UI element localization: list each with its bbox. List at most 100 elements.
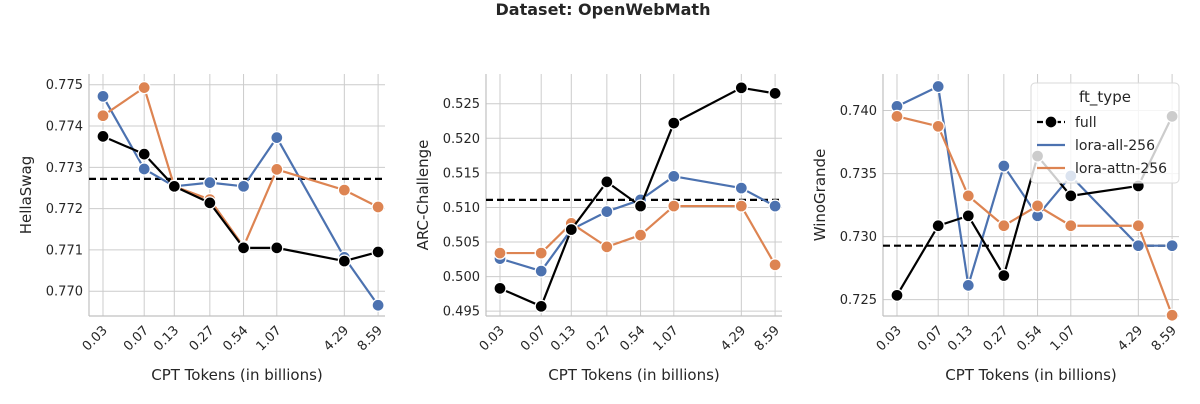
data-point-lora-all-256 bbox=[997, 159, 1011, 173]
data-point-lora-all-256 bbox=[236, 179, 251, 193]
data-point-full bbox=[236, 241, 251, 255]
y-tick-label: 0.725 bbox=[840, 293, 877, 308]
y-tick-label: 0.730 bbox=[840, 230, 877, 245]
data-point-full bbox=[137, 147, 151, 161]
legend-label: lora-all-256 bbox=[1075, 138, 1155, 154]
data-point-lora-all-256 bbox=[1165, 239, 1179, 253]
data-point-full bbox=[167, 179, 181, 193]
data-point-lora-attn-256 bbox=[137, 80, 151, 95]
x-tick-label: 0.27 bbox=[187, 323, 218, 354]
legend-box bbox=[1030, 82, 1180, 184]
data-point-full bbox=[600, 175, 614, 189]
data-point-full bbox=[493, 281, 507, 295]
data-point-lora-attn-256 bbox=[1131, 219, 1145, 233]
data-point-lora-attn-256 bbox=[1165, 308, 1179, 322]
y-tick-label: 0.772 bbox=[46, 202, 83, 217]
y-tick-label: 0.770 bbox=[46, 285, 83, 300]
x-tick-label: 0.13 bbox=[151, 323, 182, 354]
data-point-lora-attn-256 bbox=[768, 258, 782, 272]
x-tick-label: 1.07 bbox=[254, 323, 285, 354]
series-line-full bbox=[499, 86, 776, 308]
legend-marker bbox=[1044, 115, 1058, 129]
y-axis-label: WinoGrande bbox=[811, 149, 829, 242]
x-tick-label: 0.27 bbox=[584, 323, 615, 354]
data-point-lora-attn-256 bbox=[961, 189, 975, 203]
data-point-lora-attn-256 bbox=[493, 246, 507, 260]
x-axis-label: CPT Tokens (in billions) bbox=[151, 366, 323, 384]
x-tick-label: 0.13 bbox=[548, 323, 579, 354]
data-point-full bbox=[890, 288, 904, 302]
data-point-lora-attn-256 bbox=[534, 246, 548, 260]
y-tick-label: 0.495 bbox=[443, 305, 480, 320]
y-tick-label: 0.740 bbox=[840, 104, 877, 119]
data-point-full bbox=[564, 222, 578, 237]
data-point-full bbox=[371, 245, 385, 259]
data-point-lora-all-256 bbox=[137, 162, 151, 176]
x-tick-label: 1.07 bbox=[1048, 323, 1079, 354]
y-tick-label: 0.505 bbox=[443, 236, 480, 251]
y-axis-label: ARC-Challenge bbox=[414, 140, 432, 251]
series-line-lora-attn-256 bbox=[102, 86, 379, 248]
series-line-full bbox=[102, 135, 379, 263]
data-point-full bbox=[667, 116, 681, 130]
data-point-lora-all-256 bbox=[203, 175, 217, 190]
data-point-lora-attn-256 bbox=[371, 200, 385, 214]
x-tick-label: 0.03 bbox=[80, 323, 111, 354]
data-point-full bbox=[96, 129, 110, 144]
data-point-lora-attn-256 bbox=[600, 240, 614, 254]
data-point-lora-attn-256 bbox=[997, 219, 1011, 233]
x-axis-label: CPT Tokens (in billions) bbox=[548, 366, 720, 384]
x-tick-label: 0.07 bbox=[915, 323, 946, 354]
data-point-lora-all-256 bbox=[270, 130, 284, 145]
data-point-full bbox=[961, 209, 975, 223]
x-tick-label: 0.07 bbox=[518, 323, 549, 354]
chart-suptitle: Dataset: OpenWebMath bbox=[496, 0, 711, 19]
data-point-full bbox=[534, 299, 548, 313]
data-point-full bbox=[768, 86, 782, 101]
y-tick-label: 0.771 bbox=[46, 243, 83, 258]
data-point-lora-attn-256 bbox=[667, 199, 681, 213]
data-point-lora-attn-256 bbox=[1030, 199, 1045, 213]
y-tick-label: 0.735 bbox=[840, 167, 877, 182]
data-point-full bbox=[337, 254, 351, 268]
x-tick-label: 1.07 bbox=[651, 323, 682, 354]
legend-label: full bbox=[1075, 115, 1097, 131]
data-point-lora-attn-256 bbox=[337, 183, 351, 197]
panel-2: 0.495 0.500 0.505 0.510 0.515 0.520 0.525 0.03 0… bbox=[414, 74, 783, 384]
x-tick-label: 0.54 bbox=[220, 323, 251, 354]
x-tick-label: 0.54 bbox=[1014, 323, 1045, 354]
x-tick-label: 0.03 bbox=[874, 323, 905, 354]
data-point-lora-all-256 bbox=[96, 89, 110, 103]
x-tick-label: 4.29 bbox=[321, 323, 352, 354]
data-point-lora-attn-256 bbox=[1064, 219, 1078, 233]
y-tick-label: 0.774 bbox=[46, 120, 83, 135]
x-tick-label: 0.13 bbox=[945, 323, 976, 354]
legend-title: ft_type bbox=[1079, 88, 1131, 107]
data-point-lora-all-256 bbox=[667, 169, 681, 183]
data-point-lora-all-256 bbox=[534, 264, 548, 278]
series-line-lora-attn-256 bbox=[499, 204, 777, 266]
y-tick-label: 0.525 bbox=[443, 97, 480, 112]
series-line-lora-all-256 bbox=[896, 85, 1173, 287]
y-tick-label: 0.775 bbox=[46, 78, 83, 93]
data-point-lora-attn-256 bbox=[890, 109, 904, 123]
y-tick-label: 0.500 bbox=[443, 270, 480, 285]
x-tick-label: 0.54 bbox=[617, 323, 648, 354]
x-tick-label: 4.29 bbox=[1115, 323, 1146, 354]
data-point-lora-all-256 bbox=[768, 199, 782, 213]
data-point-lora-attn-256 bbox=[931, 119, 945, 133]
data-point-lora-all-256 bbox=[734, 181, 748, 195]
series-line-lora-all-256 bbox=[499, 175, 776, 273]
x-axis-label: CPT Tokens (in billions) bbox=[945, 366, 1117, 384]
data-point-lora-all-256 bbox=[371, 298, 385, 312]
y-tick-label: 0.520 bbox=[443, 132, 480, 147]
data-point-lora-all-256 bbox=[1131, 239, 1145, 253]
x-tick-label: 8.59 bbox=[355, 323, 386, 354]
data-point-full bbox=[931, 219, 945, 233]
data-point-lora-attn-256 bbox=[734, 199, 748, 213]
x-tick-label: 0.27 bbox=[981, 323, 1012, 354]
